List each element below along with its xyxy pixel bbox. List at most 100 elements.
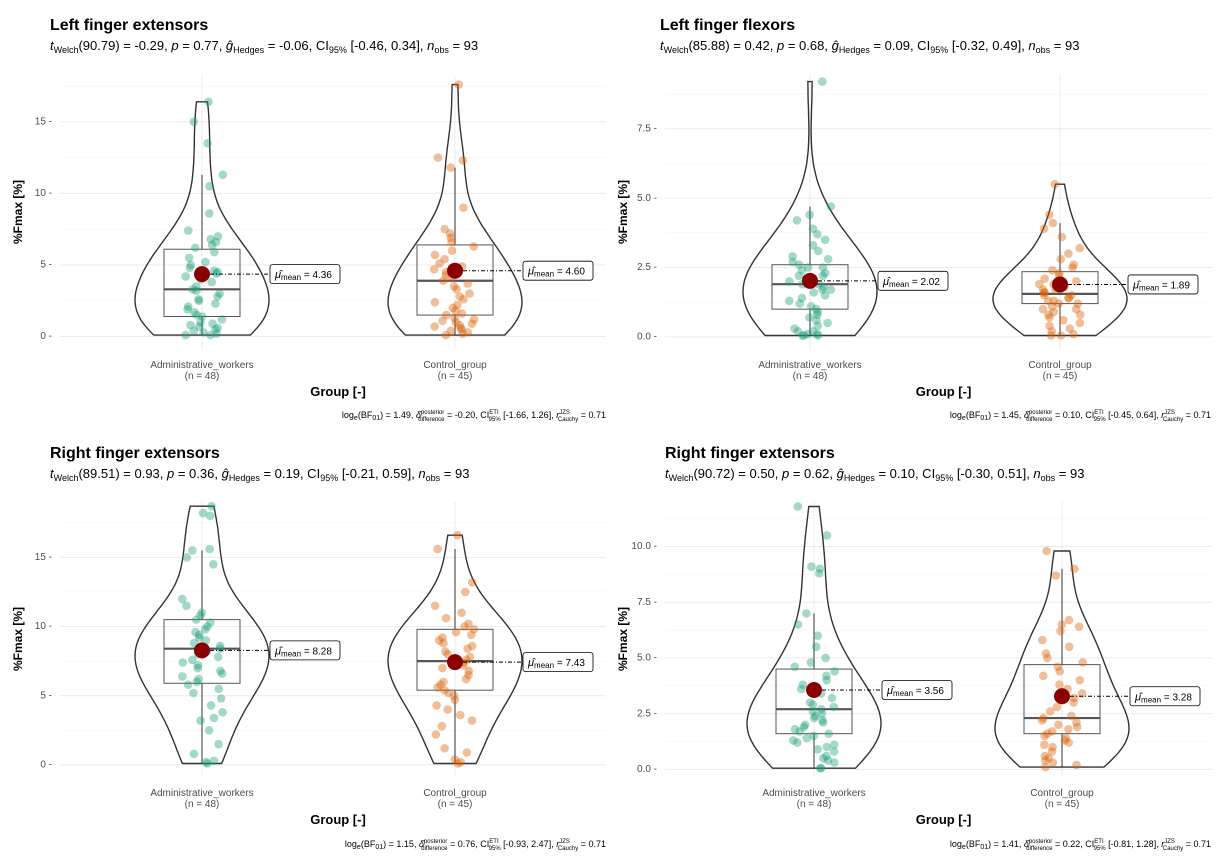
box-iqr	[775, 668, 853, 735]
data-point	[813, 745, 822, 754]
data-point	[434, 636, 444, 645]
data-point	[1072, 760, 1081, 770]
data-point	[818, 285, 827, 295]
data-point	[822, 742, 832, 752]
data-point	[793, 738, 802, 747]
x-category-n: (n = 45)	[1043, 371, 1078, 382]
data-point	[207, 240, 217, 250]
y-tick-label: 2.5 -	[637, 262, 657, 273]
data-point	[1040, 288, 1049, 297]
data-point	[194, 296, 204, 306]
data-point	[451, 317, 461, 327]
data-point	[1075, 318, 1085, 328]
data-point	[209, 266, 219, 276]
data-point	[469, 242, 479, 251]
y-tick-label: 10 -	[35, 188, 52, 199]
data-point	[813, 321, 822, 331]
data-point	[823, 756, 833, 765]
group-admin: μ̂mean = 3.56	[746, 502, 953, 773]
panel-1: Left finger extensors tWelch(90.79) = -0.…	[11, 17, 606, 423]
data-point	[204, 97, 213, 107]
data-point	[820, 268, 830, 278]
data-point	[205, 511, 215, 521]
y-tick-label: 7.5 -	[637, 597, 657, 608]
data-point	[1048, 742, 1057, 752]
data-point	[1049, 296, 1059, 306]
data-point	[819, 753, 828, 763]
mean-label-box	[877, 270, 949, 291]
data-point	[1078, 658, 1087, 667]
data-point	[206, 234, 215, 244]
data-point	[218, 170, 228, 180]
data-point	[1053, 662, 1063, 672]
mean-marker	[194, 266, 210, 283]
group-admin: μ̂mean = 4.36	[134, 97, 341, 340]
data-point	[1045, 313, 1054, 322]
x-category-label: Control_group	[1030, 788, 1094, 799]
data-point	[1056, 626, 1065, 636]
data-point	[811, 304, 821, 314]
data-point	[1035, 279, 1044, 289]
data-point	[813, 631, 822, 640]
data-point	[196, 611, 205, 620]
data-point	[1041, 762, 1050, 772]
y-tick-label: 10 -	[35, 621, 52, 632]
data-point	[450, 755, 460, 764]
data-point	[1054, 720, 1063, 730]
data-point	[792, 216, 802, 225]
data-point	[458, 156, 468, 165]
data-point	[178, 594, 187, 604]
data-point	[432, 701, 441, 710]
data-point	[438, 316, 447, 326]
data-point	[464, 619, 473, 629]
data-point	[181, 330, 190, 340]
bayes-caption: loge(BF01) = 1.41, δ̂posterior difference…	[950, 839, 1211, 852]
data-point	[209, 713, 219, 723]
mean-label: μ̂mean = 8.28	[274, 645, 332, 658]
data-point	[469, 315, 479, 324]
data-point	[802, 609, 811, 618]
data-point	[457, 608, 466, 617]
data-point	[178, 658, 188, 667]
box-iqr	[416, 628, 494, 691]
data-point	[1039, 291, 1049, 300]
data-point	[191, 627, 200, 637]
data-point	[808, 327, 818, 336]
data-point	[463, 644, 472, 653]
data-point	[210, 247, 219, 257]
data-point	[449, 282, 459, 291]
data-point	[1045, 321, 1054, 331]
data-point	[800, 720, 810, 730]
data-point	[438, 633, 447, 642]
data-point	[822, 675, 831, 685]
data-point	[189, 688, 198, 698]
data-point	[1049, 307, 1059, 317]
data-point	[812, 310, 822, 320]
data-point	[1038, 304, 1048, 314]
data-point	[1064, 642, 1074, 652]
group-control: μ̂mean = 4.60	[387, 80, 594, 340]
data-point	[463, 279, 473, 288]
data-point	[1065, 324, 1075, 333]
data-point	[217, 669, 227, 678]
data-point	[820, 235, 830, 245]
data-point	[436, 680, 445, 689]
data-point	[207, 277, 216, 287]
x-category-label: Administrative_workers	[758, 360, 861, 371]
data-point	[830, 667, 839, 676]
y-axis-label: %Fmax [%]	[616, 607, 630, 671]
data-point	[1072, 718, 1081, 727]
data-point	[209, 756, 219, 766]
data-point	[813, 246, 823, 256]
data-point	[198, 508, 208, 518]
data-point	[798, 680, 808, 689]
data-point	[215, 641, 225, 651]
mean-marker	[806, 682, 822, 699]
data-point	[1040, 274, 1049, 283]
data-point	[822, 671, 831, 681]
data-point	[822, 751, 831, 761]
data-point	[1060, 736, 1070, 745]
data-point	[211, 237, 221, 247]
y-tick-label: 0 -	[40, 331, 52, 342]
data-point	[441, 647, 450, 656]
